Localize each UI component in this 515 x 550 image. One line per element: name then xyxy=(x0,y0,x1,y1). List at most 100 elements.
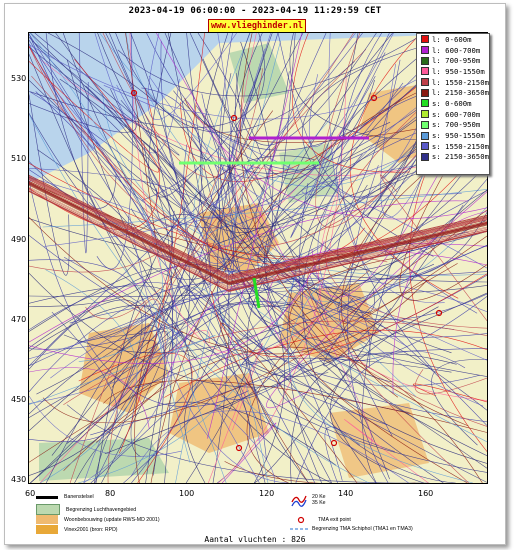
flight-track xyxy=(83,301,408,483)
flight-track xyxy=(29,177,487,278)
flight-track xyxy=(29,191,487,292)
flight-track xyxy=(29,264,390,480)
flight-track xyxy=(90,120,449,483)
flight-track xyxy=(290,33,390,238)
legend-item: s: 700-950m xyxy=(417,120,489,131)
flight-track xyxy=(234,145,444,483)
flight-track xyxy=(29,163,365,260)
legend-swatch xyxy=(421,142,429,151)
legend-swatch xyxy=(421,99,429,108)
key-runway-label: Banenstelsel xyxy=(64,494,94,500)
flight-track xyxy=(66,404,430,483)
flight-track xyxy=(211,273,487,358)
flight-track xyxy=(134,110,274,483)
flight-track xyxy=(29,167,261,367)
flight-track xyxy=(292,33,410,173)
flight-track xyxy=(29,174,487,276)
flight-track xyxy=(63,320,487,406)
y-tick-490: 490 xyxy=(11,235,27,244)
flight-track xyxy=(164,329,487,398)
key-ke20-label: 20 Ke xyxy=(312,494,326,500)
flight-tracks xyxy=(29,33,487,483)
flight-track xyxy=(29,168,234,268)
flight-track xyxy=(431,358,487,446)
key-vinex: Vinex2001 (bron: RPD) xyxy=(36,525,118,534)
flight-track xyxy=(29,176,487,277)
flight-track xyxy=(224,461,416,483)
legend-swatch xyxy=(421,78,429,87)
flight-track xyxy=(317,58,487,407)
flight-track xyxy=(29,182,487,284)
flight-track xyxy=(228,150,487,281)
flight-track xyxy=(29,187,487,289)
flight-track xyxy=(220,322,358,483)
flight-track xyxy=(184,357,452,483)
flight-track xyxy=(29,59,160,173)
site-brand-link[interactable]: www.vlieghinder.nl xyxy=(208,19,306,33)
key-tma-boundary: Begrenzing TMA Schiphol (TMA1 en TMA3) xyxy=(290,526,413,532)
key-ke-contours: 20 Ke 35 Ke xyxy=(290,492,326,508)
flight-track xyxy=(229,33,455,330)
flight-track xyxy=(156,33,373,446)
tma-boundary-icon xyxy=(290,528,308,530)
x-tick-120: 120 xyxy=(259,489,275,498)
flight-track xyxy=(29,166,221,273)
flight-track xyxy=(150,85,432,483)
key-airport-boundary-label: Begrenzing Luchthavengebied xyxy=(66,506,137,513)
flight-track xyxy=(206,33,303,439)
legend-label: s: 2150-3650m xyxy=(431,152,489,162)
y-tick-470: 470 xyxy=(11,315,27,324)
flight-track-map[interactable] xyxy=(28,32,488,484)
x-tick-140: 140 xyxy=(338,489,354,498)
legend-item: l: 1550-2150m xyxy=(417,77,489,88)
flight-track xyxy=(78,253,303,483)
flight-track xyxy=(32,33,180,156)
flight-track xyxy=(218,77,347,483)
flight-track xyxy=(131,214,230,483)
flight-track xyxy=(235,33,382,333)
flight-track xyxy=(339,305,487,437)
flight-track xyxy=(29,184,487,285)
key-airport-boundary: Begrenzing Luchthavengebied xyxy=(36,504,136,515)
legend-item: s: 950-1550m xyxy=(417,130,489,141)
flight-track xyxy=(58,94,178,483)
flight-track xyxy=(29,272,281,388)
map-canvas xyxy=(29,33,487,483)
flight-track xyxy=(29,263,435,297)
legend-swatch xyxy=(421,46,429,55)
flight-track xyxy=(29,190,487,291)
x-tick-160: 160 xyxy=(418,489,434,498)
key-ke35-label: 35 Ke xyxy=(312,500,326,506)
flight-track xyxy=(63,257,250,483)
flight-track xyxy=(323,142,487,367)
tma-exit-icon xyxy=(297,516,305,524)
flight-track xyxy=(29,54,198,358)
flight-track xyxy=(295,351,466,483)
flight-track xyxy=(200,33,328,230)
legend-label: l: 600-700m xyxy=(432,45,481,55)
urban-zone xyxy=(279,283,379,363)
legend-swatch xyxy=(421,67,429,76)
flight-track xyxy=(347,165,389,483)
flight-track xyxy=(29,149,152,307)
flight-track xyxy=(29,179,487,280)
flight-track xyxy=(55,33,189,205)
flight-track xyxy=(29,39,280,433)
y-tick-510: 510 xyxy=(11,154,27,163)
flight-track xyxy=(210,33,356,205)
flight-track xyxy=(29,33,480,387)
legend-label: s: 950-1550m xyxy=(432,131,485,141)
tma-exit-point xyxy=(370,94,378,102)
flight-track xyxy=(29,181,487,283)
legend-swatch xyxy=(421,131,429,140)
flight-track xyxy=(29,33,262,430)
flight-track xyxy=(29,331,184,418)
urban-zone xyxy=(329,403,429,478)
x-tick-60: 60 xyxy=(25,489,36,498)
flight-track xyxy=(29,180,487,282)
flight-track xyxy=(217,33,282,336)
flight-track xyxy=(130,33,190,347)
flight-track xyxy=(187,101,487,220)
flight-track xyxy=(29,311,118,442)
flight-track xyxy=(29,182,487,283)
